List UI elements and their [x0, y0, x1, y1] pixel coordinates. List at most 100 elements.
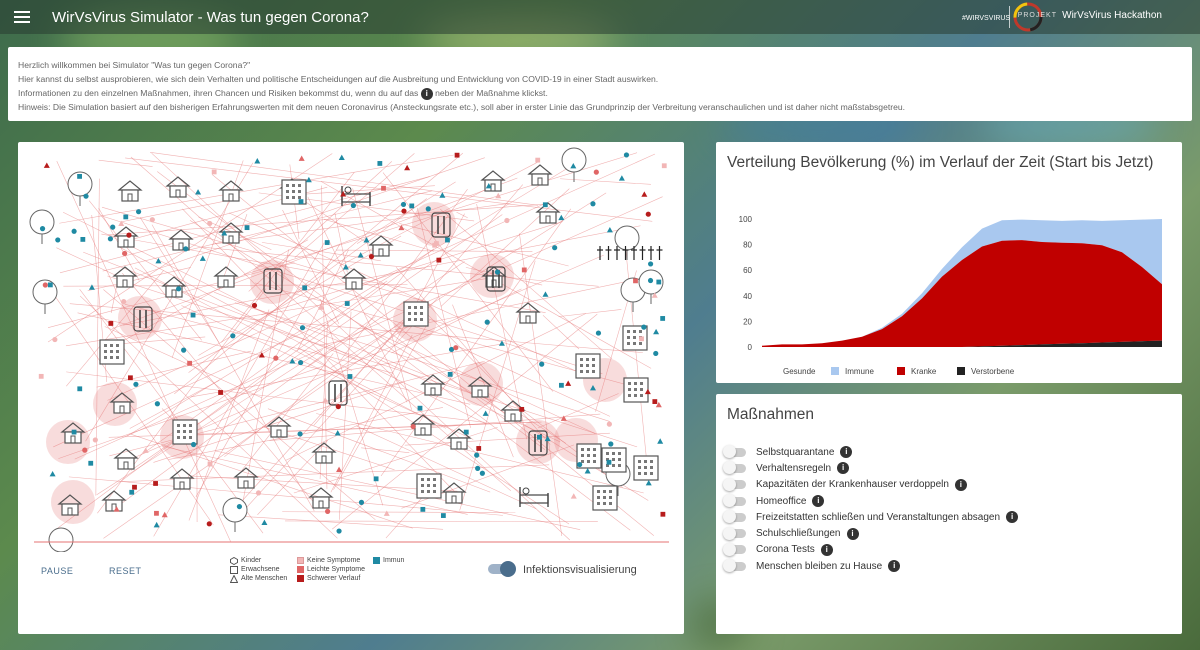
person-dot: [447, 371, 453, 377]
building-icon: [622, 325, 648, 351]
person-dot: [207, 220, 213, 227]
person-dot: [593, 169, 599, 175]
person-dot: [181, 347, 187, 353]
person-dot: [618, 175, 625, 181]
info-icon[interactable]: i: [888, 560, 901, 573]
building-icon: [99, 339, 125, 365]
infection-line: [339, 161, 539, 267]
measure-toggle[interactable]: [723, 445, 746, 459]
infection-line: [211, 174, 654, 536]
person-dot: [302, 285, 308, 291]
person-dot: [641, 324, 647, 330]
infection-line: [537, 393, 619, 429]
person-dot: [519, 406, 525, 412]
person-dot: [660, 511, 666, 517]
person-dot: [221, 230, 228, 236]
pause-button[interactable]: PAUSE: [41, 566, 74, 576]
person-dot: [485, 183, 492, 189]
person-dot: [121, 298, 127, 305]
reset-button[interactable]: RESET: [109, 566, 142, 576]
infection-line: [363, 313, 546, 450]
house-icon: [341, 268, 367, 290]
person-dot: [176, 286, 182, 292]
info-icon[interactable]: i: [846, 527, 859, 540]
info-icon[interactable]: i: [837, 462, 850, 475]
building-icon: [575, 353, 601, 379]
info-icon[interactable]: i: [840, 446, 853, 459]
person-dot: [552, 245, 558, 251]
infection-line: [190, 343, 503, 398]
infection-line: [65, 276, 498, 347]
infection-line: [56, 247, 124, 280]
infection-visualization-toggle[interactable]: [488, 561, 516, 577]
infection-line: [151, 224, 315, 512]
house-icon: [109, 392, 135, 414]
info-icon[interactable]: i: [820, 543, 833, 556]
measure-toggle[interactable]: [723, 526, 746, 540]
info-icon[interactable]: i: [812, 495, 825, 508]
person-dot: [340, 191, 347, 197]
person-dot: [122, 250, 128, 257]
person-dot: [589, 384, 596, 391]
infection-line: [85, 162, 254, 442]
house-icon: [101, 490, 127, 512]
person-dot: [417, 405, 423, 411]
person-dot: [273, 355, 279, 361]
person-dot: [71, 429, 77, 435]
info-icon[interactable]: i: [1006, 511, 1019, 524]
measure-label: Schulschließungen: [756, 528, 841, 540]
house-icon: [527, 164, 553, 186]
measure-item: Kapazitäten der Krankenhauser verdoppeln…: [723, 477, 1018, 493]
measure-label: Corona Tests: [756, 544, 815, 556]
infection-line: [421, 308, 519, 407]
swatch-leichte-symptome: [297, 566, 304, 573]
measure-toggle[interactable]: [723, 559, 746, 573]
person-dot: [410, 423, 416, 430]
person-dot: [206, 521, 212, 527]
infection-line: [316, 413, 644, 494]
infection-line: [69, 303, 643, 353]
y-tick-label: 80: [743, 241, 752, 250]
infection-line: [150, 152, 539, 206]
infection-line: [107, 153, 656, 401]
infection-line: [59, 154, 454, 224]
measure-label: Kapazitäten der Krankenhauser verdoppeln: [756, 479, 949, 491]
menu-icon[interactable]: [14, 11, 30, 23]
y-tick-label: 0: [748, 343, 753, 352]
person-dot: [633, 278, 638, 284]
person-dot: [608, 441, 614, 447]
measure-item: Schulschließungen i: [723, 525, 1018, 541]
infection-line: [215, 450, 581, 530]
measure-toggle[interactable]: [723, 510, 746, 524]
infection-line: [102, 190, 433, 272]
person-dot: [77, 386, 83, 392]
person-dot: [645, 480, 652, 486]
house-icon: [161, 276, 187, 298]
person-dot: [595, 330, 602, 336]
infection-line: [356, 425, 537, 510]
measure-toggle[interactable]: [723, 494, 746, 508]
infection-line: [103, 323, 412, 539]
house-icon: [467, 376, 493, 398]
measure-toggle[interactable]: [723, 461, 746, 475]
hackathon-link[interactable]: WirVsVirus Hackathon: [1062, 10, 1162, 21]
person-dot: [463, 429, 469, 435]
house-icon: [441, 482, 467, 504]
person-dot: [126, 232, 132, 238]
person-dot: [656, 279, 662, 285]
measure-toggle[interactable]: [723, 542, 746, 556]
measure-item: Verhaltensregeln i: [723, 460, 1018, 476]
triangle-icon: [230, 574, 238, 583]
person-dot: [77, 174, 82, 179]
measure-toggle[interactable]: [723, 477, 746, 491]
infection-line: [101, 206, 427, 303]
legend-swatch: [831, 367, 839, 375]
legend-label: Verstorbene: [971, 367, 1015, 376]
person-dot: [325, 508, 331, 514]
person-dot: [218, 390, 223, 395]
house-icon: [113, 226, 139, 248]
info-icon[interactable]: i: [954, 478, 967, 491]
simulation-canvas[interactable]: [18, 142, 684, 552]
person-dot: [401, 208, 407, 214]
infection-line: [104, 326, 263, 399]
